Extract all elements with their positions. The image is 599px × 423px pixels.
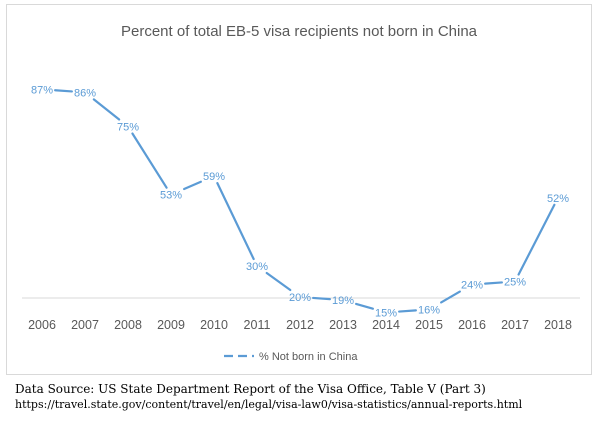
data-label: 86% [74, 87, 96, 99]
data-label: 75% [117, 122, 139, 134]
data-label: 16% [418, 304, 440, 316]
data-label: 19% [332, 295, 354, 307]
series-line-segment [92, 98, 121, 121]
series-line-segment [484, 281, 503, 285]
data-label: 30% [246, 261, 268, 273]
data-source-line: Data Source: US State Department Report … [15, 382, 486, 396]
chart-title: Percent of total EB-5 visa recipients no… [121, 23, 478, 40]
series-line-segment [398, 309, 417, 313]
x-tick-label: 2007 [71, 318, 99, 332]
series-line-segment [54, 89, 73, 93]
data-label: 24% [461, 280, 483, 292]
x-tick-label: 2010 [200, 318, 228, 332]
data-source-url: https://travel.state.gov/content/travel/… [15, 398, 523, 411]
legend-label: % Not born in China [259, 351, 358, 363]
x-tick-label: 2014 [372, 318, 400, 332]
series-line-segment [131, 132, 168, 189]
series-line-segment [355, 302, 374, 310]
x-tick-label: 2013 [329, 318, 357, 332]
data-label: 59% [203, 171, 225, 183]
series-line-segment [216, 182, 255, 261]
series-line-segment [312, 296, 331, 301]
data-label-layer: 87% 86% 75% 53% 59% 30% 20% 19% 15% 16% 24% 25% 52% [31, 84, 569, 319]
x-tick-layer: 2006 2007 2008 2009 2010 2011 2012 2013 2014 2015… [28, 318, 572, 332]
data-label: 52% [547, 193, 569, 205]
data-label: 15% [375, 308, 397, 320]
x-tick-label: 2009 [157, 318, 185, 332]
line-chart: Percent of total EB-5 visa recipients no… [22, 23, 580, 363]
x-tick-label: 2016 [458, 318, 486, 332]
x-tick-label: 2012 [286, 318, 314, 332]
series-line-segment [440, 290, 461, 304]
series-line-segment [517, 203, 556, 276]
chart-frame [6, 4, 592, 375]
x-tick-label: 2006 [28, 318, 56, 332]
data-label: 20% [289, 292, 311, 304]
x-tick-label: 2011 [244, 318, 271, 332]
x-tick-label: 2018 [544, 318, 572, 332]
data-label: 25% [504, 277, 526, 289]
series-line-segment [265, 271, 292, 292]
x-tick-label: 2017 [501, 318, 529, 332]
data-label: 87% [31, 84, 53, 96]
series-layer [54, 89, 556, 313]
legend: % Not born in China [224, 351, 358, 363]
data-label: 53% [160, 190, 182, 202]
x-tick-label: 2008 [114, 318, 142, 332]
series-line-segment [183, 180, 202, 191]
x-tick-label: 2015 [415, 318, 443, 332]
